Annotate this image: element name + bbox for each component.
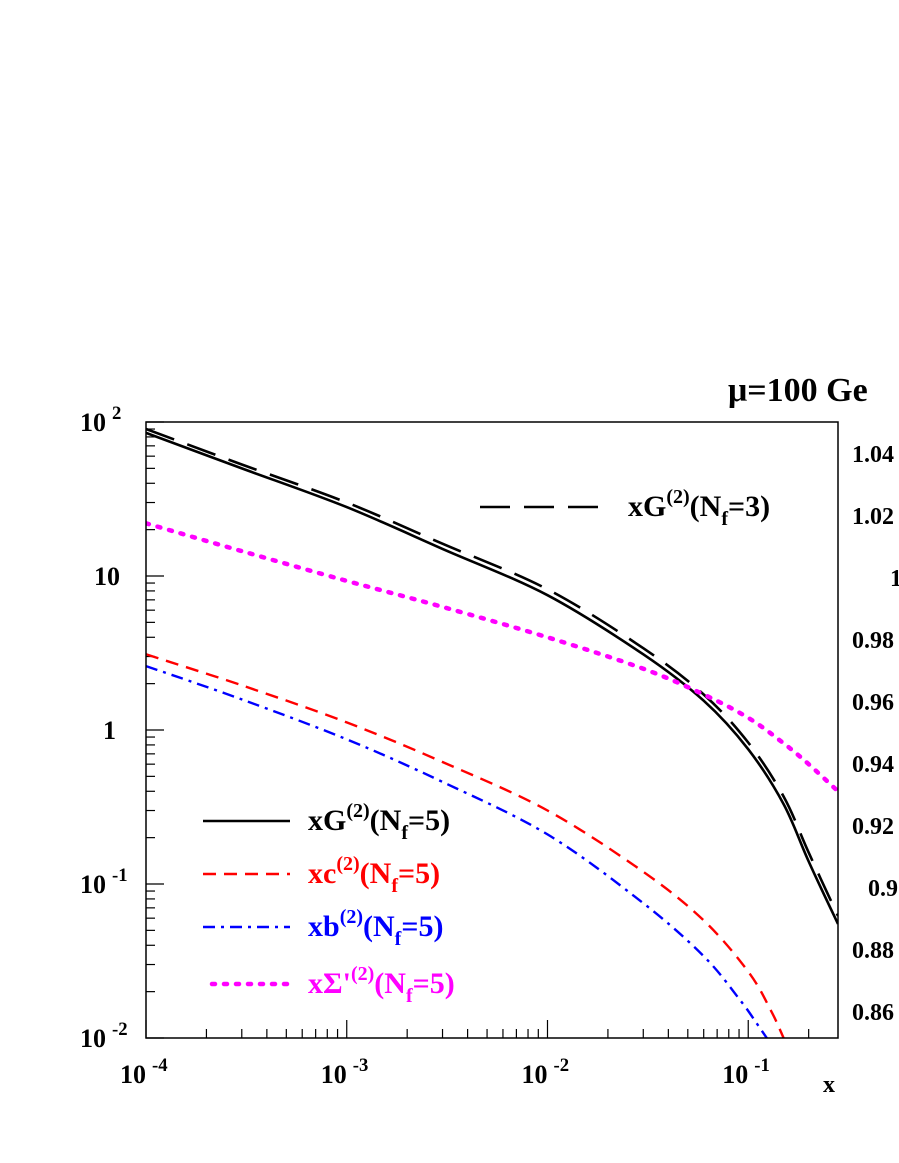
legend-label: xG(2)(Nf=5) xyxy=(308,800,450,844)
x-tick-label-base: 10 xyxy=(120,1060,146,1089)
right-tick-label: 1.04 xyxy=(852,442,894,468)
legend-label-sup: (2) xyxy=(666,486,689,508)
legend-label-end: =5) xyxy=(408,804,450,837)
x-tick-label: 10 -2 xyxy=(521,1055,569,1089)
x-tick-label-base: 10 xyxy=(521,1060,547,1089)
right-tick-label: 1 xyxy=(890,566,899,592)
x-tick-label-exponent: -1 xyxy=(754,1055,770,1076)
legend-label-main: xb xyxy=(308,910,340,943)
legend-label-end: =5) xyxy=(398,857,440,890)
legend-label-end: =5) xyxy=(401,910,443,943)
series-line-0 xyxy=(146,431,838,925)
right-tick-label: 0.86 xyxy=(852,1000,894,1026)
legend-label-sup: (2) xyxy=(340,906,363,928)
legend-label-main: xG xyxy=(628,490,666,523)
x-tick-label-exponent: -4 xyxy=(152,1055,168,1076)
legend-label-mid: (N xyxy=(374,967,406,1000)
right-axis-labels: 1.04 1.02 1 0.98 0.96 0.94 0.92 0.9 0.88 0.86 xyxy=(852,442,899,1026)
legend-label-sub: f xyxy=(721,508,728,530)
legend-label: xc(2)(Nf=5) xyxy=(308,853,440,897)
x-tick-label-base: 10 xyxy=(722,1060,748,1089)
x-tick-label: 10 -1 xyxy=(722,1055,770,1089)
y-tick-label-base: 1 xyxy=(103,716,116,745)
legend-label-sub: f xyxy=(406,985,413,1007)
y-tick-label-base: 10 xyxy=(80,870,106,899)
legend-label-mid: (N xyxy=(360,857,392,890)
right-tick-label: 0.98 xyxy=(852,628,894,654)
legend-label-sup: (2) xyxy=(336,853,359,875)
right-tick-label: 0.88 xyxy=(852,938,894,964)
plot-frame xyxy=(145,421,839,1039)
legend-label-sub: f xyxy=(391,875,398,897)
y-tick-label-exponent: -2 xyxy=(112,1019,128,1040)
legend-label-sub: f xyxy=(401,822,408,844)
y-tick-label-base: 10 xyxy=(94,562,120,591)
y-tick-label: 1 xyxy=(103,716,116,745)
legend-label-mid: (N xyxy=(363,910,395,943)
y-tick-label: 10 -2 xyxy=(80,1019,128,1053)
right-tick-label: 0.94 xyxy=(852,752,894,778)
legend-label: xΣ'(2)(Nf=5) xyxy=(308,963,455,1007)
x-axis-labels: 10 -4 10 -3 10 -2 10 -1 xyxy=(120,1055,770,1089)
legend-label-sup: (2) xyxy=(351,963,374,985)
legend-label-sub: f xyxy=(395,928,402,950)
x-tick-label: 10 -4 xyxy=(120,1055,168,1089)
series-line-4 xyxy=(146,521,838,794)
plot-curves xyxy=(146,427,838,1038)
legend-label-mid: (N xyxy=(370,804,402,837)
series-line-2 xyxy=(146,653,785,1038)
chart-title: μ=100 Ge xyxy=(728,372,868,409)
axis-ticks xyxy=(145,421,810,1039)
right-tick-label: 0.9 xyxy=(868,876,898,902)
right-tick-label: 1.02 xyxy=(852,504,894,530)
x-tick-label-exponent: -2 xyxy=(553,1055,569,1076)
legend-label: xb(2)(Nf=5) xyxy=(308,906,443,950)
y-tick-label-exponent: -1 xyxy=(112,865,128,886)
series-line-1 xyxy=(146,427,838,917)
legend-label-end: =3) xyxy=(728,490,770,523)
y-tick-label-exponent: 2 xyxy=(112,403,121,424)
right-tick-label: 0.92 xyxy=(852,814,894,840)
x-tick-label-base: 10 xyxy=(321,1060,347,1089)
legend-label-mid: (N xyxy=(690,490,722,523)
y-tick-label: 10 xyxy=(94,562,120,591)
right-tick-label: 0.96 xyxy=(852,690,894,716)
x-tick-label-exponent: -3 xyxy=(353,1055,369,1076)
legend-label-main: xG xyxy=(308,804,346,837)
legend-label-end: =5) xyxy=(413,967,455,1000)
y-tick-label-base: 10 xyxy=(80,408,106,437)
legend-label: xG(2)(Nf=3) xyxy=(628,486,770,530)
series-line-3 xyxy=(146,664,769,1038)
x-tick-label: 10 -3 xyxy=(321,1055,369,1089)
x-axis-label: x xyxy=(823,1072,835,1098)
legend-label-main: xc xyxy=(308,857,336,890)
y-tick-label: 10 -1 xyxy=(80,865,128,899)
legend-label-main: xΣ' xyxy=(308,967,351,1000)
y-tick-label-base: 10 xyxy=(80,1024,106,1053)
y-axis-labels: 10 2 10 1 10 -1 10 -2 xyxy=(80,403,128,1053)
legend: xG(2)(Nf=3)xG(2)(Nf=5)xc(2)(Nf=5)xb(2)(N… xyxy=(203,486,770,1007)
y-tick-label: 10 2 xyxy=(80,403,121,437)
curve-layer xyxy=(146,427,838,1038)
legend-label-sup: (2) xyxy=(346,800,369,822)
